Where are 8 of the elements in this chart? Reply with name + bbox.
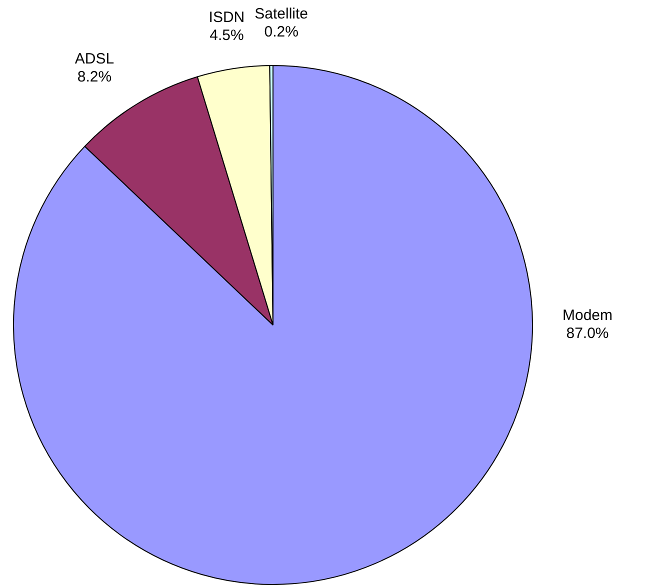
data-label: 4.5%	[210, 27, 244, 44]
data-label: 87.0%	[566, 325, 609, 342]
data-label: 0.2%	[264, 24, 298, 41]
slice-label: ADSL	[74, 50, 114, 68]
slice-label: ISDN	[208, 9, 245, 26]
slice-label: Satellite	[254, 6, 308, 23]
data-label: 8.2%	[77, 68, 112, 86]
slice-label: Modem	[562, 307, 613, 324]
